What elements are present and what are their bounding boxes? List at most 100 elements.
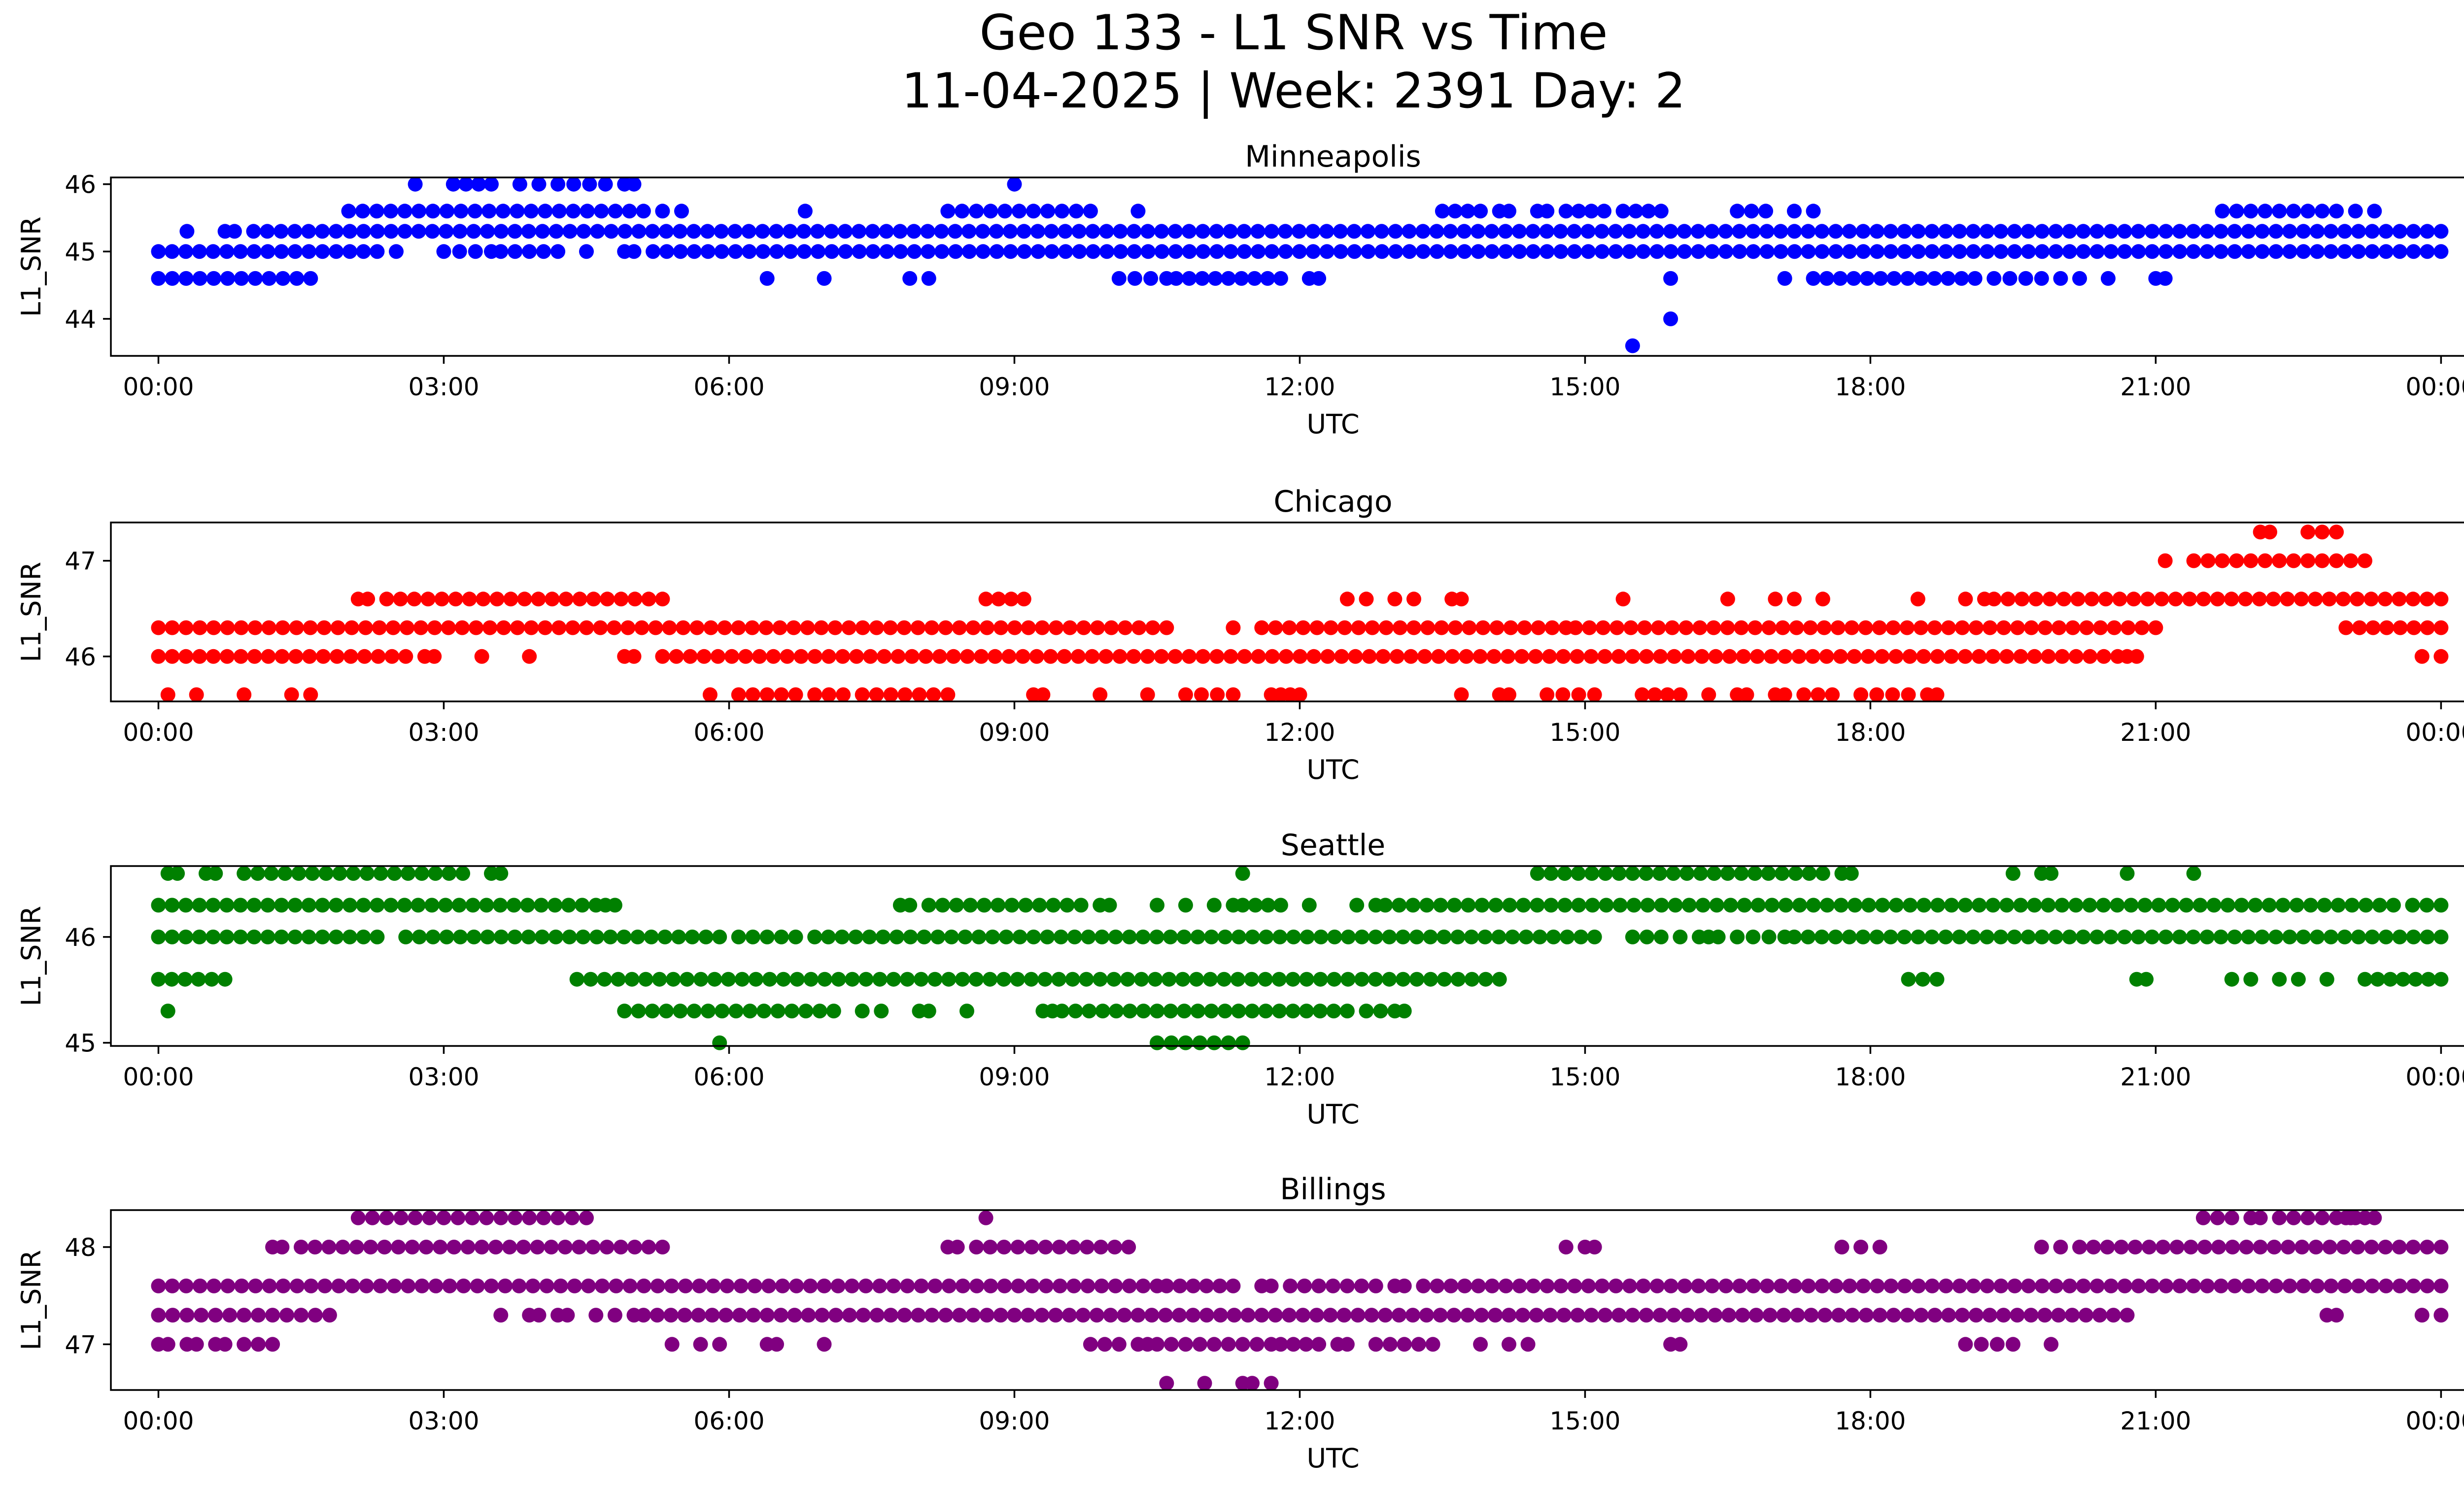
chicago-point	[710, 649, 725, 664]
seattle-point	[886, 972, 901, 987]
chicago-point	[745, 620, 760, 635]
billings-point	[2076, 1278, 2091, 1293]
minneapolis-point	[2258, 204, 2273, 219]
seattle-point	[260, 929, 275, 944]
billings-point	[1364, 1308, 1379, 1323]
minneapolis-point	[329, 244, 344, 259]
billings-point	[465, 1210, 480, 1225]
billings-axes-frame	[110, 1209, 2464, 1391]
seattle-point	[1437, 929, 1452, 944]
billings-point	[856, 1308, 871, 1323]
billings-point	[1515, 1308, 1530, 1323]
billings-point	[613, 1240, 628, 1254]
seattle-point	[1911, 929, 1926, 944]
minneapolis-point	[1911, 244, 1926, 259]
seattle-point	[493, 898, 508, 913]
minneapolis-point	[1030, 224, 1045, 239]
minneapolis-point	[234, 271, 249, 286]
seattle-point	[1903, 898, 1918, 913]
minneapolis-point	[1649, 244, 1665, 259]
billings-point	[428, 1278, 444, 1293]
minneapolis-point	[2329, 204, 2344, 219]
chicago-point	[855, 620, 870, 635]
minneapolis-point	[755, 224, 770, 239]
billings-point	[1691, 1278, 1706, 1293]
seattle-point	[1079, 972, 1094, 987]
minneapolis-point	[1814, 224, 1830, 239]
seattle-point	[698, 929, 714, 944]
minneapolis-point	[315, 224, 330, 239]
chicago-point	[2433, 591, 2449, 607]
seattle-point	[1382, 929, 1397, 944]
billings-x-tick-label: 15:00	[1549, 1407, 1620, 1435]
seattle-point	[332, 866, 347, 881]
chicago-point	[303, 620, 318, 635]
seattle-point	[1488, 898, 1504, 913]
billings-point	[677, 1308, 692, 1323]
minneapolis-point	[2158, 224, 2174, 239]
minneapolis-point	[1745, 224, 1761, 239]
chicago-point	[2056, 591, 2072, 607]
seattle-point	[1327, 972, 1342, 987]
seattle-point	[1109, 1004, 1124, 1019]
chicago-point	[2286, 553, 2301, 568]
billings-point	[869, 1308, 885, 1323]
minneapolis-point	[2392, 244, 2407, 259]
minneapolis-point	[468, 244, 483, 259]
minneapolis-point	[631, 224, 647, 239]
minneapolis-point	[1182, 271, 1197, 286]
seattle-point	[693, 972, 709, 987]
minneapolis-point	[741, 224, 756, 239]
minneapolis-point	[1900, 271, 1915, 286]
minneapolis-point	[1705, 244, 1720, 259]
billings-point	[1587, 1240, 1602, 1254]
seattle-point	[1944, 898, 1959, 913]
seattle-point	[707, 972, 722, 987]
chicago-point	[2140, 591, 2156, 607]
chicago-point	[1665, 620, 1680, 635]
chicago-point	[2079, 620, 2094, 635]
chicago-point	[2315, 553, 2330, 568]
chicago-point	[2300, 553, 2316, 568]
billings-point	[418, 1240, 434, 1254]
chicago-point	[1775, 620, 1790, 635]
seattle-point	[680, 972, 695, 987]
seattle-point	[1530, 866, 1545, 881]
chicago-point	[496, 620, 512, 635]
seattle-point	[1543, 866, 1559, 881]
chicago-point	[2315, 524, 2330, 540]
minneapolis-point	[1966, 224, 1981, 239]
billings-point	[484, 1278, 499, 1293]
seattle-x-tick-label: 12:00	[1264, 1063, 1335, 1091]
chicago-point	[1098, 649, 1114, 664]
seattle-subplot-title: Seattle	[1281, 828, 1385, 863]
seattle-point	[2255, 929, 2270, 944]
seattle-point	[151, 929, 166, 944]
chicago-point	[1708, 649, 1723, 664]
billings-point	[442, 1278, 457, 1293]
seattle-point	[2192, 898, 2208, 913]
billings-point	[1886, 1308, 1901, 1323]
seattle-point	[982, 972, 997, 987]
seattle-point	[1163, 929, 1178, 944]
seattle-point	[1326, 1004, 1341, 1019]
billings-point	[761, 1278, 776, 1293]
minneapolis-point	[796, 224, 812, 239]
minneapolis-point	[1540, 204, 1555, 219]
chicago-point	[2157, 553, 2173, 568]
chicago-point	[1131, 620, 1147, 635]
minneapolis-point	[1980, 244, 1995, 259]
chicago-point	[1847, 649, 1862, 664]
seattle-point	[359, 866, 375, 881]
seattle-point	[1681, 898, 1697, 913]
minneapolis-point	[1677, 224, 1692, 239]
seattle-point	[520, 898, 535, 913]
chicago-point	[192, 649, 207, 664]
billings-point	[1430, 1278, 1445, 1293]
seattle-point	[1359, 1004, 1374, 1019]
minneapolis-point	[1914, 271, 1929, 286]
billings-point	[2106, 1308, 2121, 1323]
minneapolis-point	[205, 244, 221, 259]
billings-point	[664, 1278, 679, 1293]
minneapolis-point	[1842, 244, 1857, 259]
